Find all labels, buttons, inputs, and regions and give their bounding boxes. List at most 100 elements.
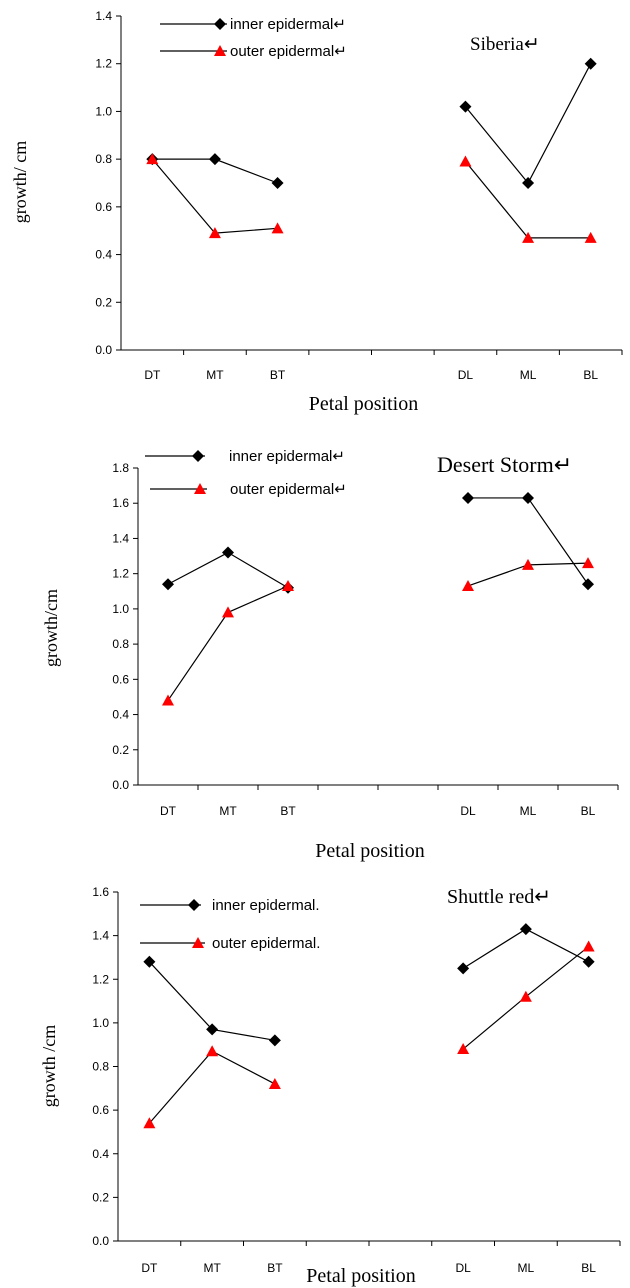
y-axis-label: growth /cm <box>39 1025 59 1108</box>
chart-3: 0.0 0.2 0.4 0.6 0.8 1.0 1.2 1.4 1.6 DT MT BT DL ML BL P… <box>39 885 621 1287</box>
series-inner-epidermal <box>162 491 594 594</box>
series-line <box>167 585 289 701</box>
data-point <box>143 955 156 968</box>
y-tick-label: 1.4 <box>112 531 129 545</box>
y-tick-label: 1.2 <box>112 567 129 581</box>
x-tick-label: DT <box>144 368 161 382</box>
legend-marker <box>214 18 226 30</box>
y-tick-label: 0.4 <box>95 248 112 262</box>
data-point <box>459 155 472 167</box>
x-tick-label: ML <box>520 804 537 818</box>
y-tick-label: 0.2 <box>95 295 112 309</box>
data-point <box>519 990 532 1002</box>
data-point <box>584 57 597 70</box>
data-point <box>271 222 284 234</box>
data-point <box>522 231 535 243</box>
y-axis-label: growth/ cm <box>10 141 30 224</box>
y-tick-label: 1.2 <box>95 57 112 71</box>
data-point <box>162 694 174 706</box>
data-point <box>462 491 474 504</box>
chart-1: 0.0 0.2 0.4 0.6 0.8 1.0 1.2 1.4 DT MT BT DL ML BL Peta… <box>10 9 623 415</box>
x-tick-label: DL <box>455 1261 471 1275</box>
data-point <box>582 578 594 591</box>
y-tick-label: 1.2 <box>92 972 109 986</box>
x-tick-label: MT <box>219 804 237 818</box>
data-point <box>457 1043 470 1055</box>
data-point <box>146 153 159 165</box>
data-point <box>271 177 284 189</box>
data-point <box>268 1034 281 1047</box>
y-tick-label: 0.0 <box>95 343 112 357</box>
x-axis-label: Petal position <box>306 1265 415 1287</box>
y-tick-label: 0.8 <box>92 1060 109 1074</box>
x-tick-label: DT <box>141 1261 158 1275</box>
legend-label: inner epidermal↵ <box>230 16 346 33</box>
data-point <box>206 1045 219 1057</box>
series-outer-epidermal <box>143 940 595 1129</box>
legend-label: inner epidermal↵ <box>229 448 345 465</box>
data-point <box>222 606 234 618</box>
data-point <box>222 546 234 559</box>
legend-marker <box>192 937 204 948</box>
legend-marker <box>188 899 200 911</box>
x-tick-label: DL <box>458 368 474 382</box>
series-inner-epidermal <box>146 57 597 189</box>
y-tick-label: 0.4 <box>92 1147 109 1161</box>
y-tick-label: 0.2 <box>112 743 129 757</box>
data-point <box>519 923 532 936</box>
series-outer-epidermal <box>162 557 594 706</box>
y-axis-label: growth/cm <box>41 589 61 667</box>
y-tick-label: 1.4 <box>92 929 109 943</box>
x-tick-label: DT <box>160 804 177 818</box>
legend-marker <box>194 483 206 494</box>
data-point <box>268 1077 281 1089</box>
x-axis-label: Petal position <box>309 393 418 415</box>
y-tick-label: 0.4 <box>112 708 129 722</box>
y-tick-label: 1.0 <box>112 602 129 616</box>
chart-title: Desert Storm↵ <box>437 452 572 477</box>
chart-2: 0.0 0.2 0.4 0.6 0.8 1.0 1.2 1.4 1.6 1.8 DT MT BT DL ML… <box>41 448 619 862</box>
y-tick-label: 0.6 <box>95 200 112 214</box>
series-line <box>148 1050 276 1124</box>
data-point <box>584 231 597 243</box>
data-point <box>522 558 534 570</box>
x-tick-label: MT <box>203 1261 221 1275</box>
x-tick-label: BT <box>270 368 286 382</box>
legend-label: outer epidermal. <box>212 935 320 952</box>
chart-title: Shuttle red↵ <box>447 886 551 908</box>
x-tick-label: ML <box>520 368 537 382</box>
series-line <box>468 497 589 585</box>
y-tick-label: 0.6 <box>112 672 129 686</box>
x-tick-label: BT <box>267 1261 283 1275</box>
x-tick-label: DL <box>460 804 476 818</box>
x-axis-label: Petal position <box>315 840 424 862</box>
chart-title: Siberia↵ <box>470 34 540 55</box>
series-line <box>151 158 278 234</box>
y-tick-label: 0.8 <box>95 152 112 166</box>
data-point <box>143 1117 156 1129</box>
legend-marker <box>214 45 226 56</box>
series-outer-epidermal <box>146 153 597 243</box>
data-point <box>522 491 534 504</box>
y-tick-label: 1.0 <box>95 104 112 118</box>
series-line <box>464 161 591 239</box>
data-point <box>208 227 221 239</box>
x-tick-label: ML <box>518 1261 535 1275</box>
data-point <box>208 153 221 166</box>
data-point <box>162 578 174 591</box>
x-tick-label: BT <box>280 804 296 818</box>
series-inner-epidermal <box>143 923 595 1047</box>
y-tick-label: 0.6 <box>92 1103 109 1117</box>
data-point <box>522 177 535 189</box>
data-point <box>582 955 595 968</box>
data-point <box>582 557 594 569</box>
y-tick-label: 0.0 <box>112 778 129 792</box>
x-tick-label: MT <box>206 368 224 382</box>
legend-label: outer epidermal↵ <box>230 43 347 60</box>
data-point <box>457 962 470 975</box>
legend-label: inner epidermal. <box>212 897 320 914</box>
legend-marker <box>192 450 204 462</box>
series-line <box>464 63 592 185</box>
y-tick-label: 0.2 <box>92 1190 109 1204</box>
